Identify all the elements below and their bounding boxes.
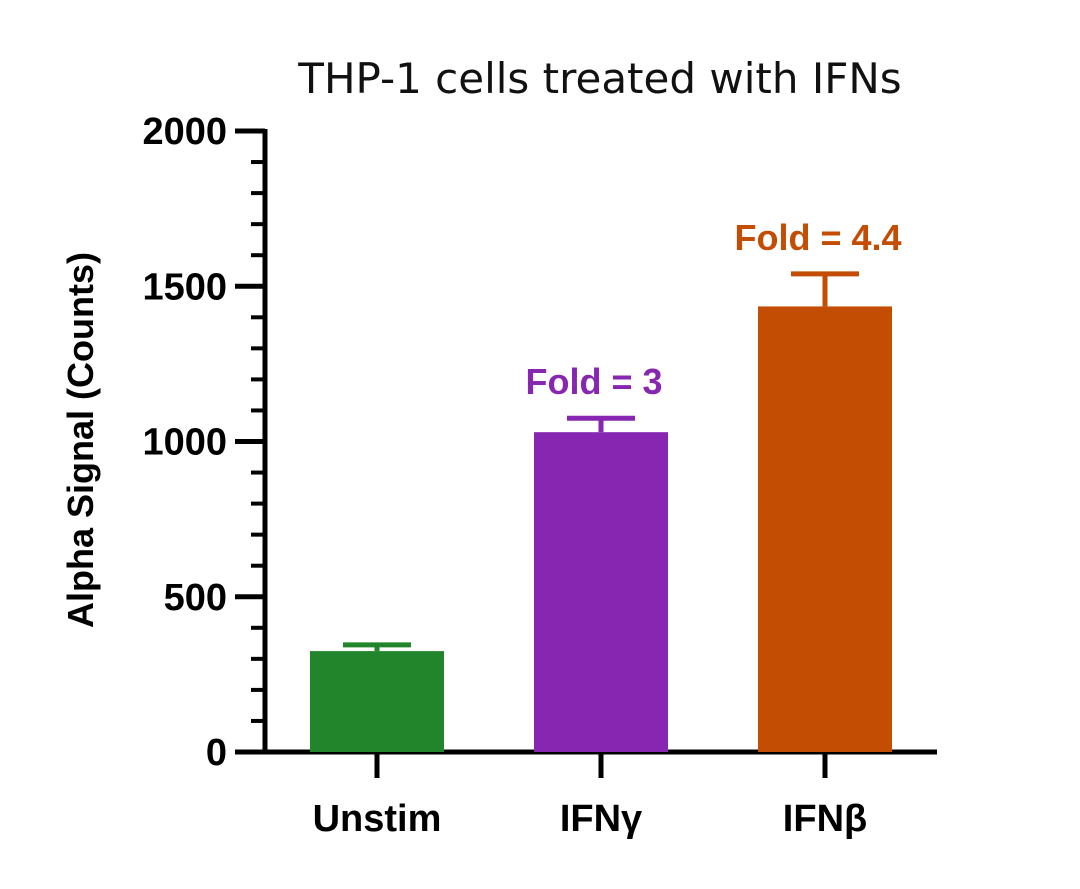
bar (758, 306, 892, 752)
tick-labels-group: 0 500 1000 1500 2000 Unstim IFNγ Fold = 3 IFNβ Fo… (142, 111, 901, 840)
bar (534, 432, 668, 752)
y-tick-label: 0 (206, 732, 227, 774)
y-tick-label: 2000 (142, 111, 227, 153)
y-tick-label: 1000 (142, 422, 227, 464)
x-tick-label: Unstim (313, 798, 442, 840)
bars-group (310, 271, 892, 752)
bar (310, 651, 444, 752)
fold-annotation: Fold = 4.4 (734, 217, 901, 258)
y-axis-label: Alpha Signal (Counts) (60, 252, 101, 628)
fold-annotation: Fold = 3 (525, 361, 662, 402)
chart-title: THP-1 cells treated with IFNs (297, 54, 901, 103)
y-tick-label: 500 (164, 577, 227, 619)
x-tick-label: IFNβ (783, 798, 867, 840)
x-tick-label: IFNγ (560, 798, 642, 840)
y-tick-label: 1500 (142, 266, 227, 308)
